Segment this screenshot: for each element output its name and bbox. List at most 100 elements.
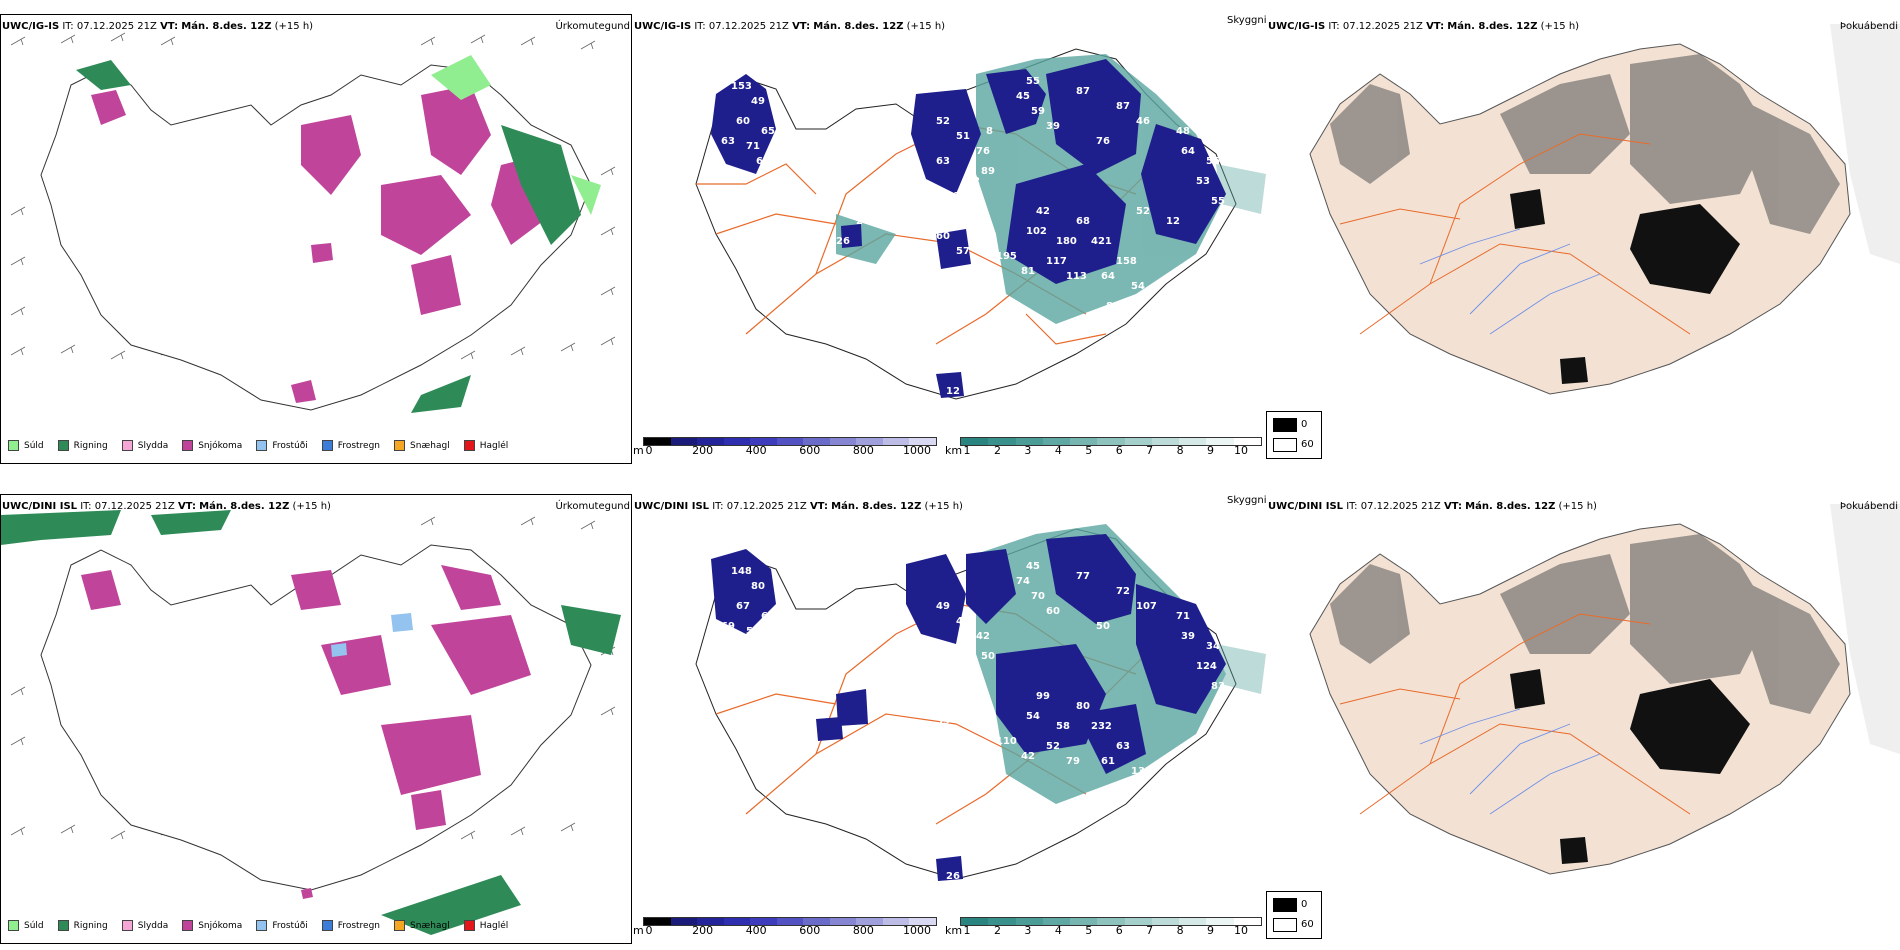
visibility-value-label: 64 <box>1181 146 1195 157</box>
legend-label: Frostregn <box>337 440 381 451</box>
visibility-value-label: 102 <box>1026 226 1047 237</box>
colorbar-segment <box>1233 918 1261 925</box>
precip-type-map <box>10 32 616 413</box>
visibility-value-label: 124 <box>1196 661 1217 672</box>
colorbar-segment <box>644 438 671 445</box>
visibility-value-label: 60 <box>936 231 950 242</box>
colorbar-segment <box>856 438 883 445</box>
colorbar-segment <box>644 918 671 925</box>
colorbar-segment <box>1070 918 1098 925</box>
legend-item-haglél: Haglél <box>463 440 508 451</box>
colorbar-tick-label: 8 <box>1176 924 1184 937</box>
visibility-value-label: 50 <box>1096 621 1110 632</box>
visibility-value-label: 63 <box>721 136 735 147</box>
visibility-value-label: 60 <box>736 116 750 127</box>
visibility-value-label: 49 <box>936 601 950 612</box>
visibility-value-label: 158 <box>1116 256 1137 267</box>
visibility-value-label: 42 <box>976 631 990 642</box>
legend-label: Rigning <box>73 440 108 451</box>
legend-swatch <box>182 440 194 451</box>
visibility-value-label: 59 <box>936 716 950 727</box>
colorbar-segment <box>1206 918 1234 925</box>
fog-map <box>1309 24 1900 395</box>
legend-item-snæhagl: Snæhagl <box>394 440 450 451</box>
legend-label: Snæhagl <box>410 920 450 931</box>
colorbar-segment <box>803 438 830 445</box>
legend-label: Snjókoma <box>198 440 243 451</box>
legend-label: Rigning <box>73 920 108 931</box>
colorbar-tick-label: 3 <box>1024 444 1032 457</box>
colorbar-tick-label: 3 <box>1024 924 1032 937</box>
visibility-value-label: 26 <box>836 236 850 247</box>
legend-item-rigning: Rigning <box>57 920 108 931</box>
row2-precip-title: Úrkomutegund <box>555 501 630 512</box>
legend-swatch <box>256 440 268 451</box>
colorbar-tick-label: 2 <box>993 444 1001 457</box>
colorbar-segment <box>750 438 777 445</box>
fog-legend-label-60: 60 <box>1301 919 1314 930</box>
visibility-value-label: 8 <box>986 126 993 137</box>
colorbar-segment <box>723 438 751 445</box>
visibility-value-label: 117 <box>1046 256 1067 267</box>
legend-item-slydda: Slydda <box>121 440 168 451</box>
visibility-value-label: 79 <box>1066 756 1080 767</box>
colorbar-tick-label: 1000 <box>903 444 931 457</box>
row1-fog-title: Þokuábendi <box>1839 21 1898 32</box>
colorbar-segment <box>1015 438 1043 445</box>
row1-precip-legend: Súld Rigning Slydda Snjókoma Frostúði Frostre… <box>8 440 508 451</box>
colorbar-segment <box>1151 438 1180 445</box>
visibility-panel: 153 49 60 63 71 65 65 45 59 39 52 51 76 63 89 82 79 55 87 8… <box>636 14 1266 454</box>
visibility-value-label: 69 <box>721 621 735 632</box>
legend-swatch <box>394 920 406 931</box>
visibility-value-label: 57 <box>956 246 970 257</box>
legend-label: Snjókoma <box>198 920 243 931</box>
fog-panel <box>1270 14 1900 454</box>
visibility-value-label: 153 <box>731 81 752 92</box>
visibility-value-label: 71 <box>746 141 760 152</box>
colorbar-tick-label: 800 <box>852 924 874 937</box>
colorbar-tick-label: 1 <box>963 924 971 937</box>
colorbar-tick-label: 400 <box>745 924 767 937</box>
visibility-value-label: 85 <box>1106 301 1120 312</box>
row1-cbar-m-unit: m <box>633 444 644 457</box>
fog-legend-white-swatch <box>1273 918 1297 932</box>
legend-swatch <box>57 920 69 931</box>
legend-swatch <box>463 440 475 451</box>
visibility-value-label: 74 <box>1086 801 1100 812</box>
visibility-value-label: 87 <box>1116 101 1130 112</box>
visibility-value-label: 45 <box>1016 91 1030 102</box>
legend-swatch <box>121 920 133 931</box>
row2-cbar-km-unit: km <box>945 924 963 937</box>
legend-item-frostregn: Frostregn <box>321 920 380 931</box>
visibility-value-label: 52 <box>1136 206 1150 217</box>
visibility-value-label: 76 <box>1096 136 1110 147</box>
visibility-value-label: 68 <box>1076 216 1090 227</box>
visibility-value-label: 89 <box>981 166 995 177</box>
colorbar-segment <box>882 918 910 925</box>
visibility-value-label: 53 <box>1196 176 1210 187</box>
row2-precip-header: UWC/DINI ISL IT: 07.12.2025 21Z VT: Mán.… <box>2 501 331 512</box>
row2-cbar-km <box>960 917 1262 926</box>
colorbar-segment <box>697 438 724 445</box>
visibility-value-label: 44 <box>956 616 970 627</box>
colorbar-segment <box>909 918 937 925</box>
row2-cbar-m-unit: m <box>633 924 644 937</box>
visibility-value-label: 64 <box>956 731 970 742</box>
row1-cbar-km-unit: km <box>945 444 963 457</box>
legend-label: Snæhagl <box>410 440 450 451</box>
colorbar-segment <box>1151 918 1180 925</box>
visibility-value-label: 59 <box>746 626 760 637</box>
visibility-value-label: 12 <box>946 386 960 397</box>
visibility-value-label: 131 <box>1131 766 1152 777</box>
fog-black-areas <box>1510 189 1740 384</box>
colorbar-segment <box>961 918 989 925</box>
low-visibility-blue <box>711 59 1226 398</box>
colorbar-tick-label: 4 <box>1054 924 1062 937</box>
row1-precip-title: Úrkomutegund <box>555 21 630 32</box>
colorbar-segment <box>776 438 804 445</box>
legend-label: Slydda <box>137 920 169 931</box>
visibility-panel-2: 148 80 67 69 59 63 65 74 70 60 49 44 42 53 50 62 100 45 77… <box>636 494 1266 934</box>
visibility-value-label: 45 <box>1036 346 1050 357</box>
colorbar-tick-label: 8 <box>1176 444 1184 457</box>
row2-cbar-m <box>643 917 937 926</box>
